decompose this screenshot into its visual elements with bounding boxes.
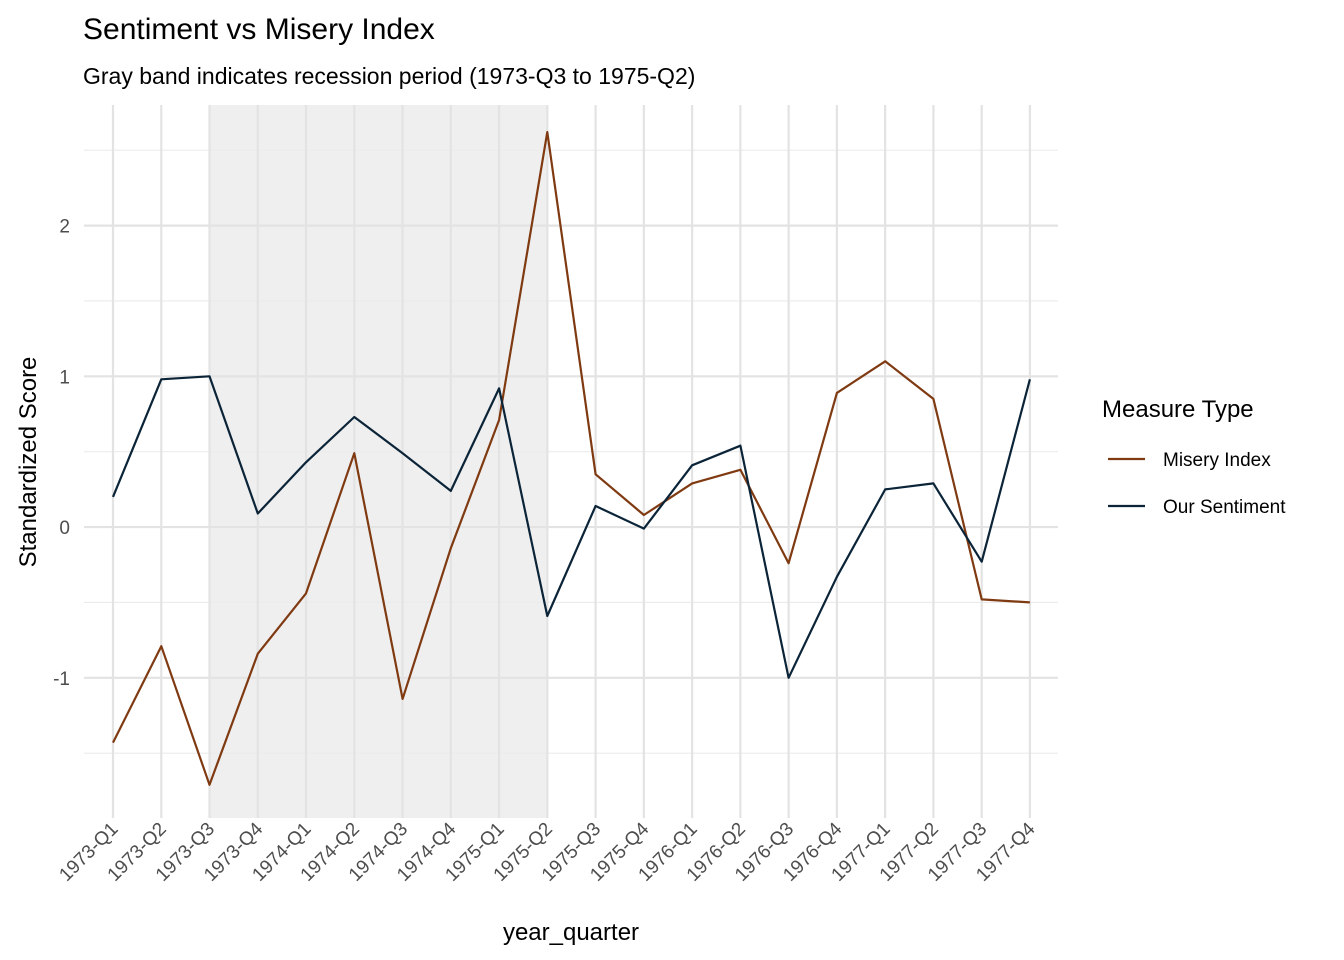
y-tick-label: -1 (53, 669, 70, 690)
chart-title: Sentiment vs Misery Index (83, 13, 435, 46)
legend: Measure Type Misery Index Our Sentiment (1102, 396, 1286, 518)
legend-label-misery-index: Misery Index (1163, 450, 1271, 471)
y-tick-label: 0 (59, 518, 70, 539)
chart-subtitle: Gray band indicates recession period (19… (83, 63, 695, 89)
plot-area: -10121973-Q11973-Q21973-Q31973-Q41974-Q1… (53, 105, 1058, 886)
x-axis-title: year_quarter (503, 919, 639, 946)
series-line-misery-index (112, 131, 1030, 786)
legend-label-our-sentiment: Our Sentiment (1163, 497, 1286, 518)
legend-title: Measure Type (1102, 396, 1254, 423)
series-line-our-sentiment (111, 375, 1031, 679)
y-axis-title: Standardized Score (15, 357, 42, 568)
y-tick-label: 2 (59, 217, 70, 238)
y-tick-label: 1 (59, 367, 70, 388)
recession-band (209, 105, 548, 818)
